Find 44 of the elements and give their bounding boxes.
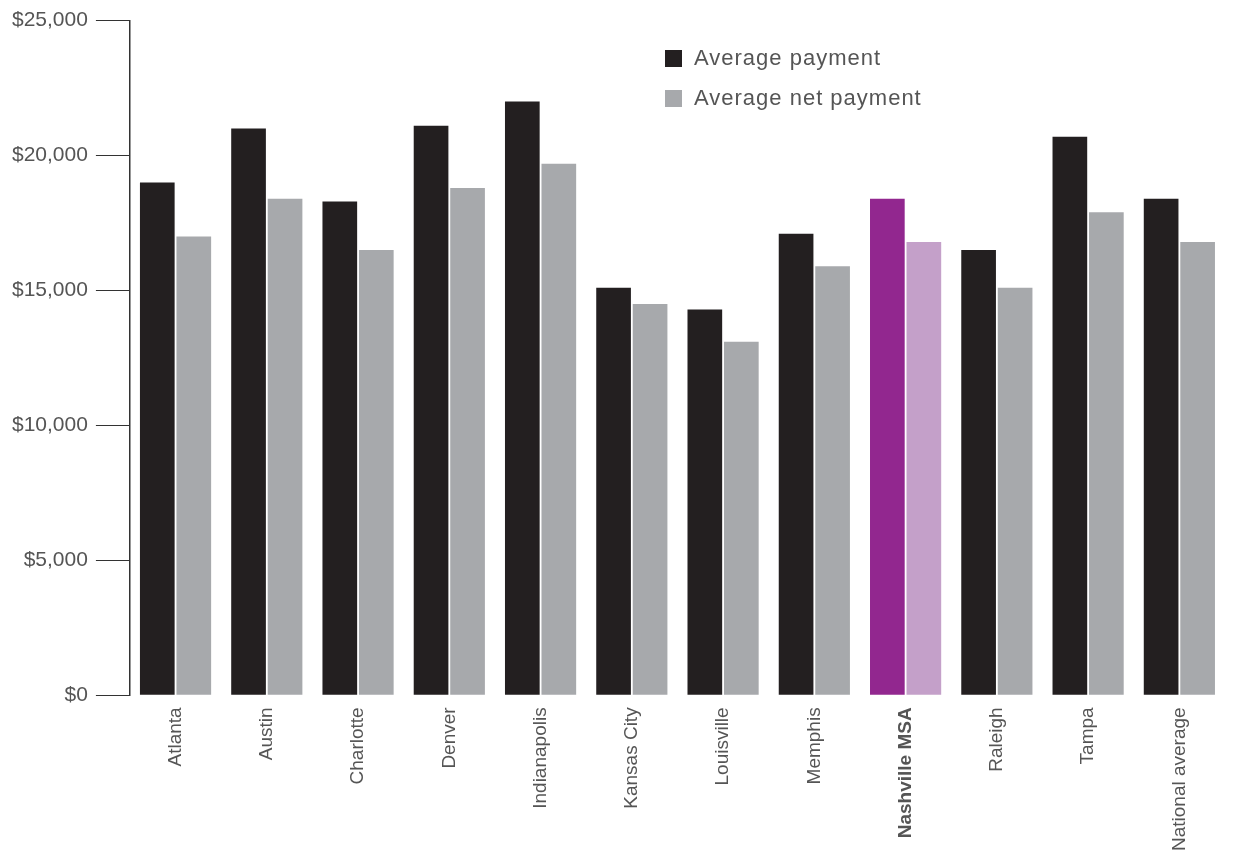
- x-tick-label: Memphis: [802, 707, 824, 785]
- y-tick-label: $15,000: [11, 277, 88, 301]
- bar: [322, 201, 358, 695]
- bar: [906, 241, 942, 695]
- y-tick-label: $25,000: [11, 7, 88, 31]
- bar: [870, 198, 905, 695]
- bar: [358, 250, 394, 695]
- x-tick-label: Charlotte: [346, 707, 368, 785]
- bar: [687, 309, 723, 695]
- x-tick-label: Denver: [437, 706, 459, 769]
- x-tick-label: Kansas City: [620, 706, 642, 809]
- bar: [961, 250, 996, 695]
- y-tick-label: $10,000: [11, 412, 88, 436]
- legend-label: Average net payment: [694, 85, 922, 111]
- bar: [267, 198, 303, 695]
- bar: [724, 341, 759, 695]
- x-tick-label: Austin: [255, 707, 277, 761]
- x-tick-label: Atlanta: [163, 706, 185, 767]
- bar: [1143, 198, 1179, 695]
- bar: [632, 304, 668, 695]
- bar: [504, 101, 540, 695]
- bar: [231, 128, 266, 695]
- bar: [541, 163, 577, 695]
- bar: [413, 125, 449, 695]
- y-tick-label: $5,000: [23, 547, 88, 571]
- bar: [139, 182, 175, 695]
- bar: [1052, 136, 1088, 695]
- bar: [450, 187, 485, 695]
- bar: [778, 233, 814, 695]
- x-tick-label: Nashville MSA: [893, 707, 915, 839]
- bar: [596, 287, 631, 695]
- bar: [1180, 241, 1215, 695]
- x-tick-label: Tampa: [1076, 706, 1098, 765]
- bar: [1089, 212, 1124, 695]
- bar: [176, 236, 212, 695]
- x-tick-label: Louisville: [711, 707, 733, 786]
- bar: [997, 287, 1033, 695]
- y-tick-label: $20,000: [11, 142, 88, 166]
- y-tick-label: $0: [64, 682, 88, 706]
- bar: [815, 266, 850, 695]
- x-tick-label: Raleigh: [985, 707, 1007, 772]
- x-tick-label: National average: [1167, 707, 1189, 852]
- x-tick-label: Indianapolis: [528, 707, 550, 809]
- legend-label: Average payment: [694, 45, 882, 71]
